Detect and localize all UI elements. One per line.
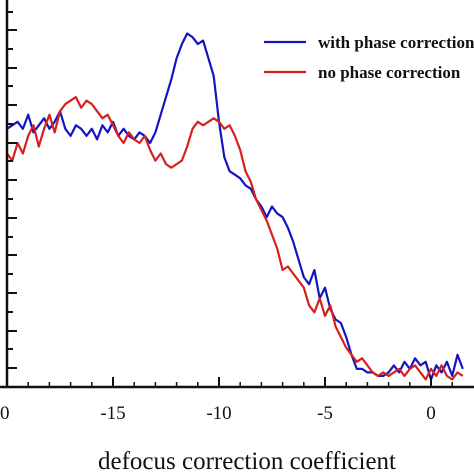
legend-label: with phase correction	[318, 33, 474, 52]
legend: with phase correction no phase correction	[264, 33, 474, 82]
x-tick-label: -10	[206, 403, 231, 424]
x-tick-label: 20	[0, 403, 10, 424]
axes: 20 -15 -10 -5 0	[0, 0, 474, 424]
x-tick-label: -5	[317, 403, 333, 424]
series-line-no-phase-correction	[6, 96, 464, 381]
legend-label: no phase correction	[318, 63, 461, 82]
series-layer	[6, 32, 464, 381]
series-line-with-phase-correction	[6, 32, 464, 381]
x-axis-label: defocus correction coefficient	[98, 448, 396, 474]
x-tick-label: 0	[426, 403, 436, 424]
x-tick-label: -15	[100, 403, 125, 424]
